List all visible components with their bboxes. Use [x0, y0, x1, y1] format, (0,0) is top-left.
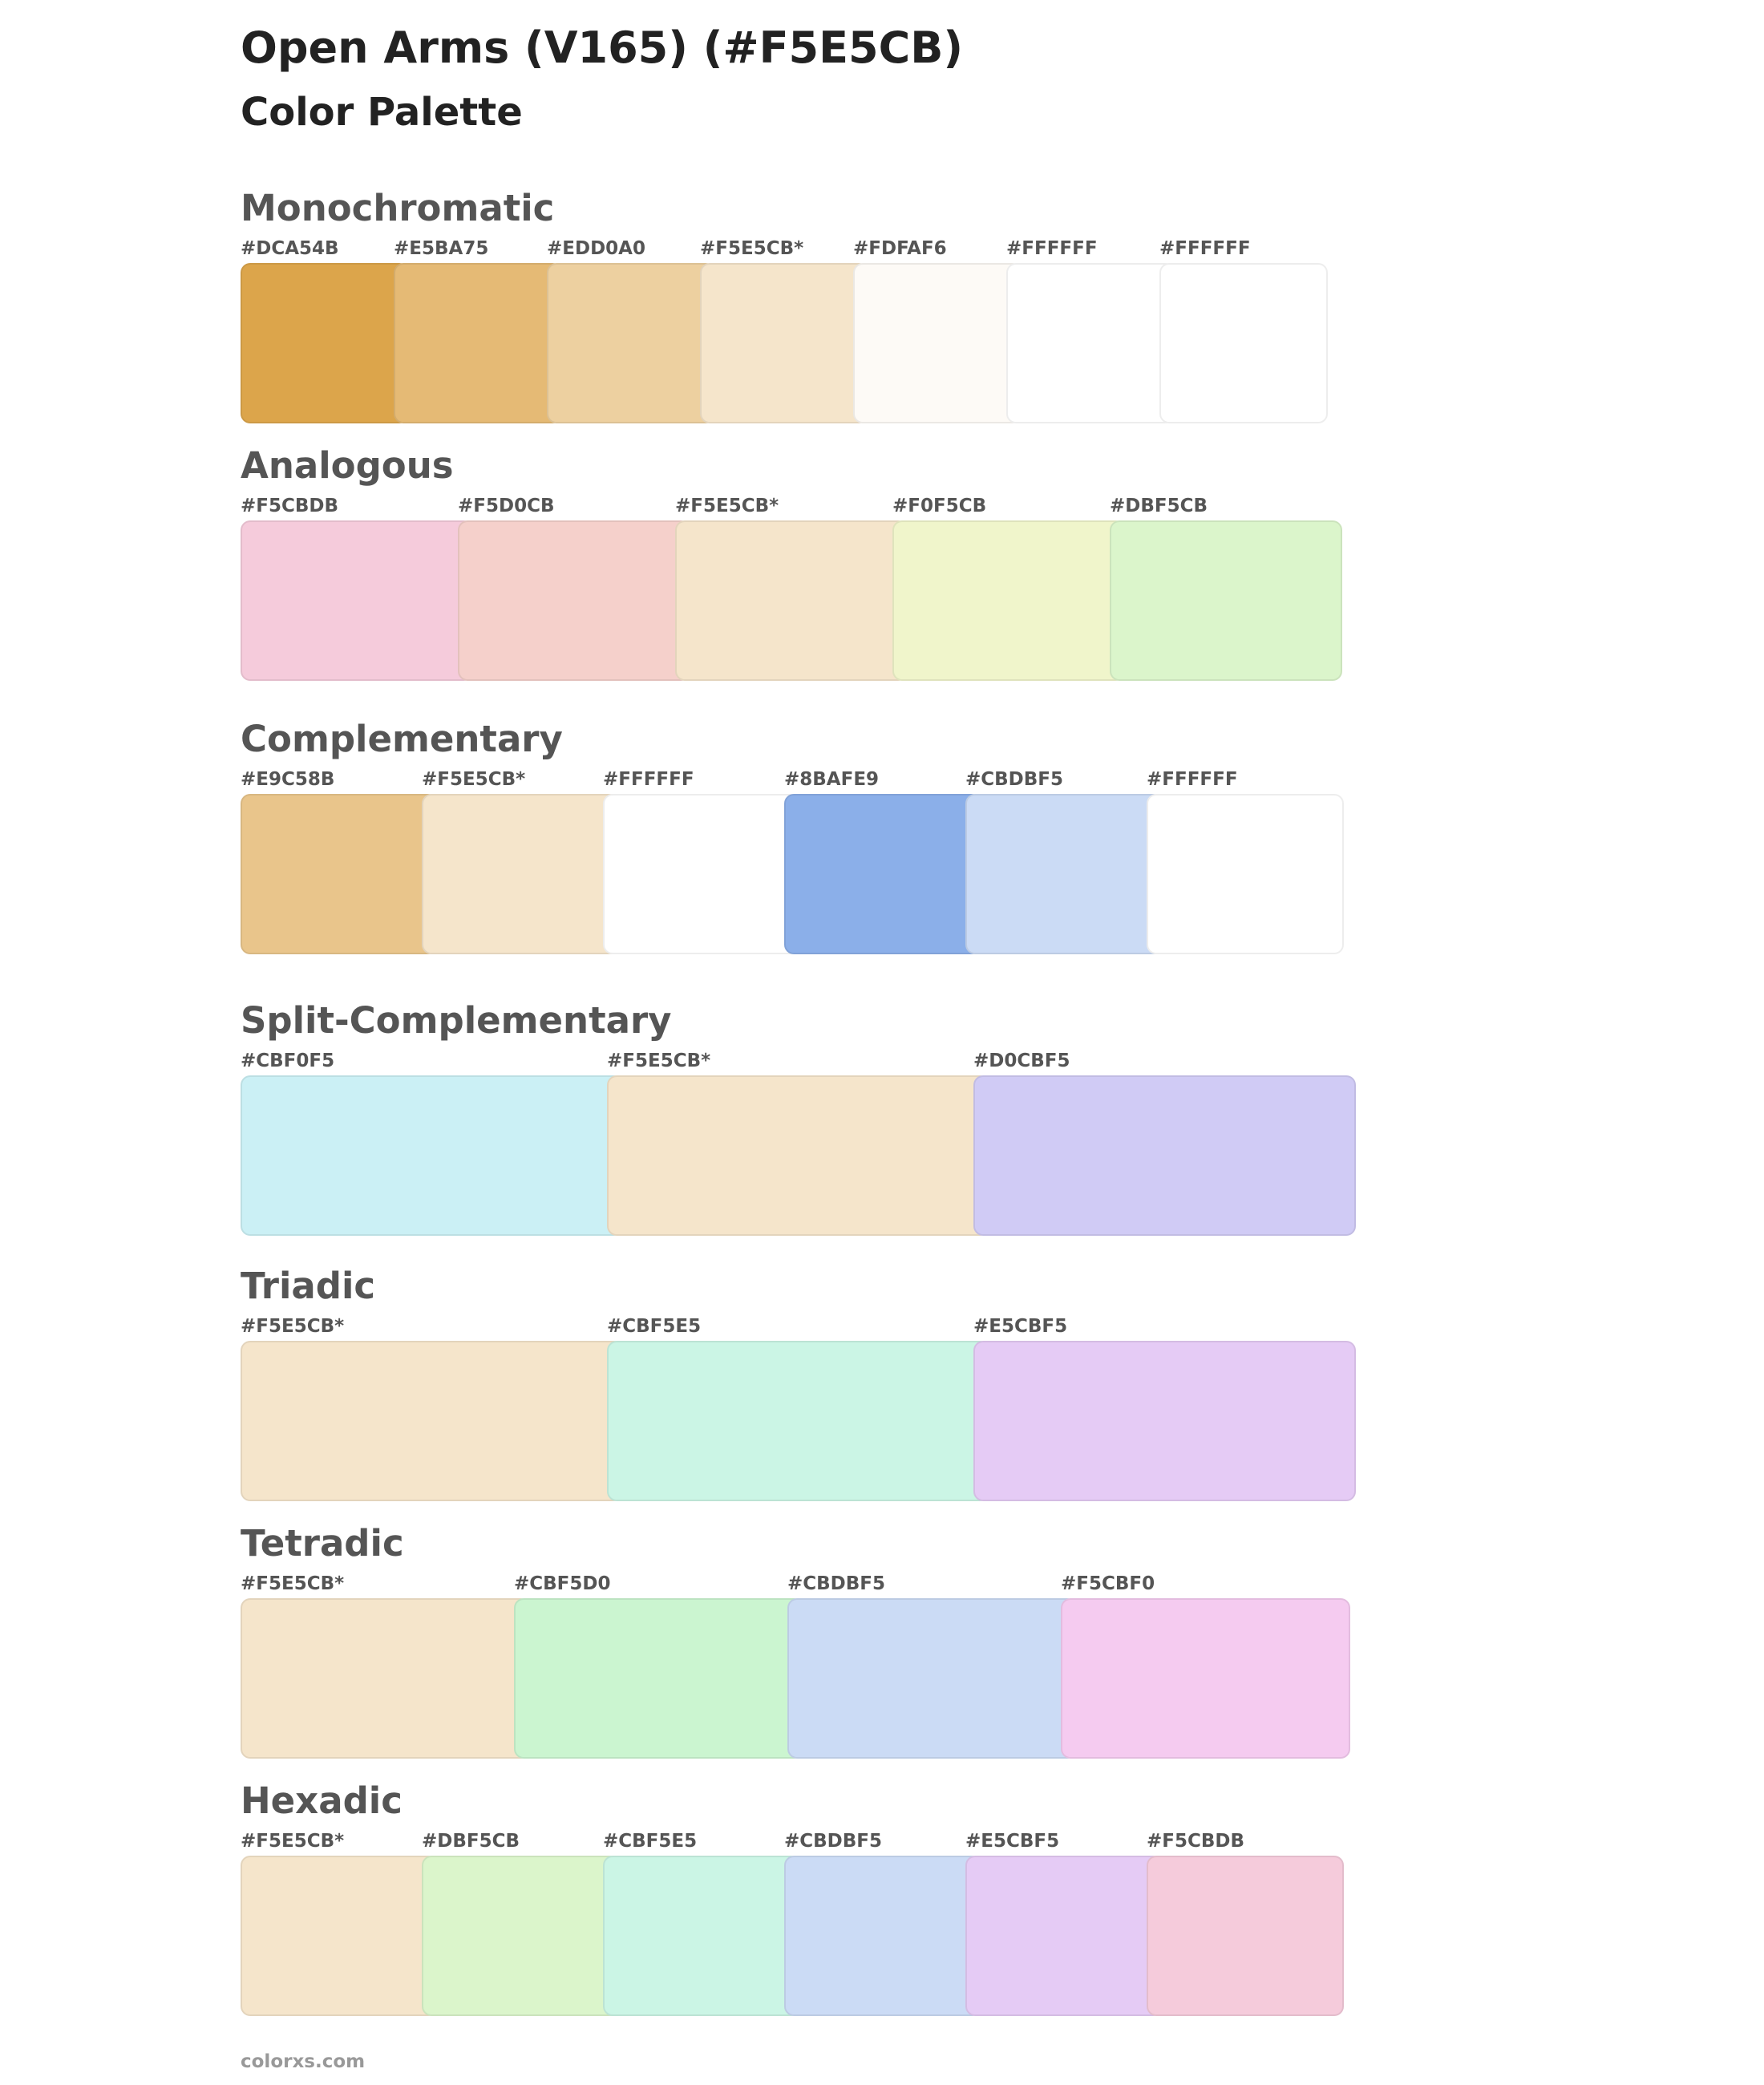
- color-swatch[interactable]: [241, 794, 438, 954]
- color-swatch[interactable]: [241, 520, 473, 681]
- color-hex-label[interactable]: #FFFFFF: [1006, 238, 1098, 259]
- section-title: Hexadic: [241, 1779, 403, 1822]
- color-swatch[interactable]: [394, 263, 562, 423]
- color-hex-label[interactable]: #DBF5CB: [422, 1831, 520, 1852]
- color-hex-label[interactable]: #F5E5CB*: [241, 1573, 345, 1594]
- color-hex-label[interactable]: #E5CBF5: [965, 1831, 1060, 1852]
- color-hex-label[interactable]: #FFFFFF: [1159, 238, 1251, 259]
- color-swatch[interactable]: [1006, 263, 1175, 423]
- color-hex-label[interactable]: #F5CBF0: [1061, 1573, 1155, 1594]
- color-swatch[interactable]: [241, 263, 409, 423]
- color-swatch[interactable]: [603, 794, 800, 954]
- color-hex-label[interactable]: #CBF5E5: [603, 1831, 698, 1852]
- color-hex-label[interactable]: #E9C58B: [241, 769, 335, 790]
- color-hex-label[interactable]: #CBF5E5: [607, 1316, 702, 1337]
- color-swatch[interactable]: [892, 520, 1125, 681]
- color-hex-label[interactable]: #E5BA75: [394, 238, 489, 259]
- color-swatch[interactable]: [241, 1341, 623, 1501]
- color-hex-label[interactable]: #F0F5CB: [892, 496, 987, 516]
- section-title: Triadic: [241, 1265, 376, 1307]
- color-swatch[interactable]: [1147, 794, 1344, 954]
- color-hex-label[interactable]: #F5E5CB*: [422, 769, 526, 790]
- color-swatch[interactable]: [973, 1075, 1356, 1236]
- color-swatch[interactable]: [853, 263, 1022, 423]
- color-swatch[interactable]: [1061, 1598, 1350, 1759]
- color-hex-label[interactable]: #CBDBF5: [787, 1573, 886, 1594]
- section-title: Tetradic: [241, 1522, 404, 1565]
- color-swatch[interactable]: [422, 794, 619, 954]
- color-hex-label[interactable]: #F5CBDB: [1147, 1831, 1245, 1852]
- section-title: Complementary: [241, 718, 563, 760]
- color-swatch[interactable]: [965, 794, 1163, 954]
- color-hex-label[interactable]: #D0CBF5: [973, 1051, 1070, 1071]
- color-swatch[interactable]: [1110, 520, 1342, 681]
- color-swatch[interactable]: [965, 1856, 1163, 2016]
- color-swatch[interactable]: [787, 1598, 1077, 1759]
- color-hex-label[interactable]: #8BAFE9: [784, 769, 880, 790]
- section-title: Analogous: [241, 444, 454, 487]
- page-subtitle: Color Palette: [241, 90, 523, 135]
- color-hex-label[interactable]: #F5E5CB*: [607, 1051, 711, 1071]
- color-hex-label[interactable]: #EDD0A0: [547, 238, 645, 259]
- color-swatch[interactable]: [514, 1598, 803, 1759]
- color-swatch[interactable]: [675, 520, 908, 681]
- color-hex-label[interactable]: #FFFFFF: [603, 769, 694, 790]
- color-swatch[interactable]: [700, 263, 868, 423]
- color-swatch[interactable]: [241, 1856, 438, 2016]
- color-hex-label[interactable]: #F5CBDB: [241, 496, 339, 516]
- color-hex-label[interactable]: #F5E5CB*: [241, 1316, 345, 1337]
- color-hex-label[interactable]: #F5E5CB*: [241, 1831, 345, 1852]
- color-swatch[interactable]: [607, 1341, 989, 1501]
- color-hex-label[interactable]: #F5E5CB*: [675, 496, 779, 516]
- color-swatch[interactable]: [1147, 1856, 1344, 2016]
- color-hex-label[interactable]: #E5CBF5: [973, 1316, 1068, 1337]
- color-hex-label[interactable]: #CBF0F5: [241, 1051, 335, 1071]
- color-hex-label[interactable]: #FDFAF6: [853, 238, 947, 259]
- color-swatch[interactable]: [1159, 263, 1328, 423]
- color-swatch[interactable]: [422, 1856, 619, 2016]
- section-title: Monochromatic: [241, 187, 555, 229]
- color-hex-label[interactable]: #CBDBF5: [784, 1831, 883, 1852]
- color-swatch[interactable]: [607, 1075, 989, 1236]
- color-swatch[interactable]: [547, 263, 715, 423]
- color-swatch[interactable]: [241, 1598, 530, 1759]
- color-swatch[interactable]: [784, 794, 981, 954]
- color-hex-label[interactable]: #F5E5CB*: [700, 238, 804, 259]
- color-hex-label[interactable]: #DBF5CB: [1110, 496, 1208, 516]
- color-hex-label[interactable]: #FFFFFF: [1147, 769, 1238, 790]
- color-hex-label[interactable]: #CBF5D0: [514, 1573, 611, 1594]
- color-swatch[interactable]: [241, 1075, 623, 1236]
- color-swatch[interactable]: [973, 1341, 1356, 1501]
- color-hex-label[interactable]: #F5D0CB: [458, 496, 555, 516]
- color-swatch[interactable]: [458, 520, 690, 681]
- footer-site-link[interactable]: colorxs.com: [241, 2051, 366, 2072]
- color-hex-label[interactable]: #DCA54B: [241, 238, 339, 259]
- color-swatch[interactable]: [784, 1856, 981, 2016]
- page-title: Open Arms (V165) (#F5E5CB): [241, 22, 964, 73]
- section-title: Split-Complementary: [241, 999, 672, 1042]
- color-hex-label[interactable]: #CBDBF5: [965, 769, 1064, 790]
- color-swatch[interactable]: [603, 1856, 800, 2016]
